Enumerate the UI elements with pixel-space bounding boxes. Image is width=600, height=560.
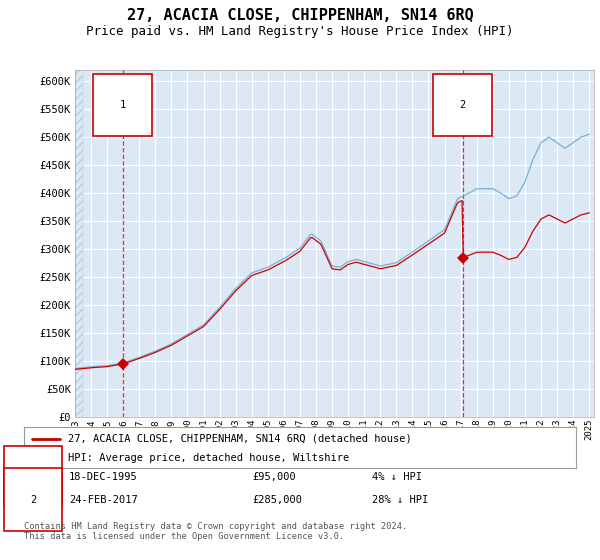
Text: Contains HM Land Registry data © Crown copyright and database right 2024.
This d: Contains HM Land Registry data © Crown c… [24, 522, 407, 542]
Text: 24-FEB-2017: 24-FEB-2017 [69, 494, 138, 505]
Text: 18-DEC-1995: 18-DEC-1995 [69, 472, 138, 482]
Text: £285,000: £285,000 [252, 494, 302, 505]
Text: 2: 2 [30, 494, 36, 505]
Text: 27, ACACIA CLOSE, CHIPPENHAM, SN14 6RQ (detached house): 27, ACACIA CLOSE, CHIPPENHAM, SN14 6RQ (… [68, 433, 412, 444]
Text: 2: 2 [460, 100, 466, 110]
Text: Price paid vs. HM Land Registry's House Price Index (HPI): Price paid vs. HM Land Registry's House … [86, 25, 514, 38]
Text: HPI: Average price, detached house, Wiltshire: HPI: Average price, detached house, Wilt… [68, 452, 349, 463]
Text: 1: 1 [30, 472, 36, 482]
Text: 1: 1 [119, 100, 125, 110]
Text: 4% ↓ HPI: 4% ↓ HPI [372, 472, 422, 482]
Text: £95,000: £95,000 [252, 472, 296, 482]
Text: 28% ↓ HPI: 28% ↓ HPI [372, 494, 428, 505]
Text: 27, ACACIA CLOSE, CHIPPENHAM, SN14 6RQ: 27, ACACIA CLOSE, CHIPPENHAM, SN14 6RQ [127, 8, 473, 24]
